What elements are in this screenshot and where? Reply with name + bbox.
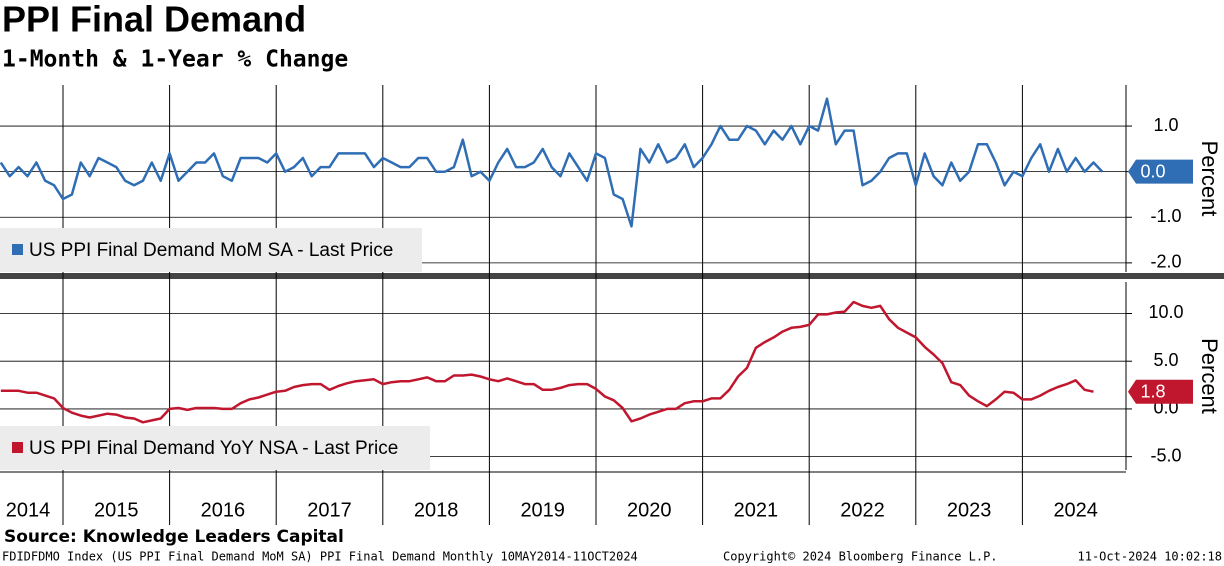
x-tick-label: 2018 — [414, 499, 459, 521]
x-tick-label: 2024 — [1053, 499, 1098, 521]
series-line — [0, 300, 1094, 424]
last-price-label: 1.8 — [1140, 381, 1165, 401]
x-tick-label: 2019 — [520, 499, 565, 521]
x-tick-label: 2015 — [94, 499, 139, 521]
footer-center: Copyright© 2024 Bloomberg Finance L.P. — [723, 550, 998, 564]
legend-label: US PPI Final Demand YoY NSA - Last Price — [29, 438, 398, 459]
y-tick-label: -5.0 — [1150, 445, 1181, 465]
x-tick-label: 2014 — [6, 499, 51, 521]
legend-swatch — [12, 442, 23, 453]
y-axis-label: Percent — [1197, 338, 1222, 414]
x-tick-label: 2020 — [627, 499, 672, 521]
last-price-label: 0.0 — [1140, 161, 1165, 181]
y-tick-label: -1.0 — [1150, 206, 1181, 226]
source: Source: Knowledge Leaders Capital — [4, 527, 344, 547]
legend-swatch — [12, 244, 23, 255]
x-tick-label: 2021 — [734, 499, 779, 521]
x-tick-label: 2016 — [201, 499, 246, 521]
y-tick-label: 5.0 — [1153, 350, 1178, 370]
x-tick-label: 2022 — [840, 499, 885, 521]
legend-box — [0, 426, 430, 470]
legend-box — [0, 228, 422, 272]
series-line — [0, 97, 1104, 228]
last-price-box — [1128, 379, 1193, 404]
y-tick-label: 1.0 — [1153, 115, 1178, 135]
footer-right: 11-Oct-2024 10:02:18 — [1078, 550, 1223, 564]
y-tick-label: 10.0 — [1148, 302, 1183, 322]
footer-left: FDIDFDMO Index (US PPI Final Demand MoM … — [2, 550, 638, 564]
last-price-box — [1128, 159, 1193, 184]
x-tick-label: 2023 — [947, 499, 992, 521]
chart-title: PPI Final Demand — [2, 0, 306, 40]
y-tick-label: -2.0 — [1150, 252, 1181, 272]
y-axis-label: Percent — [1197, 141, 1222, 217]
x-tick-label: 2017 — [307, 499, 352, 521]
panel-separator — [0, 273, 1224, 279]
legend-label: US PPI Final Demand MoM SA - Last Price — [29, 240, 393, 261]
chart-subtitle: 1-Month & 1-Year % Change — [2, 47, 348, 73]
